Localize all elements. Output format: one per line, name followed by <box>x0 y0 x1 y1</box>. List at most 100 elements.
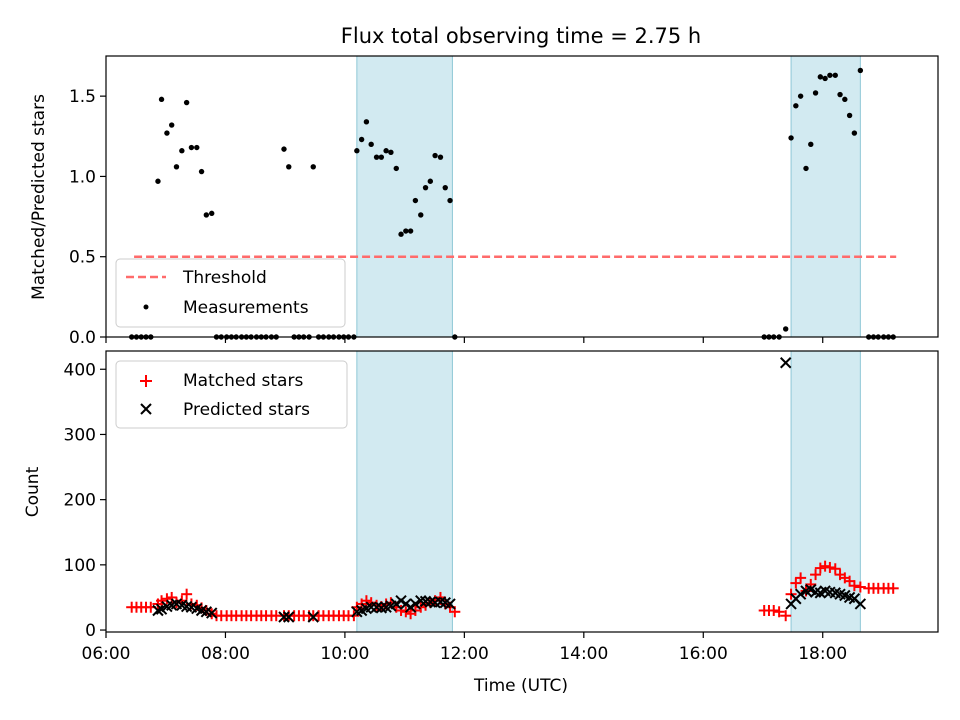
bottom-x-ticks: 06:00 08:00 10:00 12:00 14:00 16:00 18:00 <box>82 632 847 664</box>
predicted-star-b <box>180 600 193 613</box>
measurement-point <box>281 146 287 152</box>
predicted-star-b <box>191 602 203 615</box>
measurement-point <box>286 164 292 170</box>
predicted-star-b <box>170 598 183 610</box>
predicted-star-point <box>206 607 218 619</box>
x-tick-label: 06:00 <box>82 644 131 664</box>
measurement-point <box>797 93 804 99</box>
top-legend: Threshold Measurements <box>115 258 346 328</box>
measurement-point <box>427 178 434 184</box>
predicted-star-b <box>307 611 319 623</box>
predicted-star-b <box>794 588 807 600</box>
predicted-star-point <box>409 598 422 610</box>
measurement-point <box>398 231 404 237</box>
bottom-legend: Matched stars Predicted stars <box>115 360 348 429</box>
matched-star-point <box>829 563 841 575</box>
y-tick-label: 1.5 <box>69 87 96 107</box>
measurement-point <box>832 72 838 78</box>
measurement-point <box>188 144 195 151</box>
predicted-star-b <box>185 601 198 613</box>
matched-star-point <box>161 593 173 605</box>
matched-star-point <box>790 577 802 589</box>
predicted-star-b <box>829 587 841 599</box>
top-panel: 0.0 0.5 1.0 1.5 Matched/Predicted stars Thr… <box>29 55 939 348</box>
matched-star-point <box>824 561 836 573</box>
predicted-star-b <box>839 589 851 602</box>
measurement-point <box>857 67 864 74</box>
measurement-point <box>782 326 789 332</box>
measurement-point <box>846 112 853 119</box>
measurement-point <box>168 122 175 128</box>
bottom-axes-frame <box>105 350 939 633</box>
x-tick-label: 12:00 <box>440 644 489 664</box>
matched-star-point <box>773 606 785 618</box>
y-tick-label: 1.0 <box>69 167 96 187</box>
measurement-point <box>358 136 365 143</box>
y-tick-label: 300 <box>64 425 96 445</box>
measurement-point <box>373 154 380 160</box>
predicted-star-b <box>819 585 831 597</box>
y-tick-label: 400 <box>64 360 96 380</box>
predicted-star-point <box>794 588 807 600</box>
matched-star-point <box>887 582 899 594</box>
measurement-point <box>198 168 205 175</box>
measurement-point <box>803 165 809 172</box>
measurement-point <box>383 148 389 154</box>
measurement-point <box>788 135 794 141</box>
predicted-star-point <box>307 611 319 623</box>
predicted-star-point <box>283 611 295 623</box>
measurement-point <box>403 228 409 234</box>
measurement-point <box>393 165 399 172</box>
predicted-stars-series <box>152 357 867 623</box>
x-tick-label: 08:00 <box>201 644 250 664</box>
matched-star-point <box>768 604 780 616</box>
matched-star-point <box>156 595 168 607</box>
predicted-star-b <box>206 607 218 619</box>
measurement-point <box>179 148 185 154</box>
predicted-star-b <box>444 598 456 610</box>
measurement-point <box>812 90 819 96</box>
predicted-star-point <box>779 357 792 369</box>
x-tick-label: 16:00 <box>679 644 728 664</box>
predicted-star-b <box>834 588 846 600</box>
bottom-y-ticks: 0 100 200 300 400 <box>64 360 106 641</box>
matched-star-point <box>181 588 193 600</box>
measurement-point <box>837 91 843 98</box>
top-y-ticks: 0.0 0.5 1.0 1.5 <box>69 87 106 348</box>
threshold-legend-label: Threshold <box>182 268 267 288</box>
bottom-y-axis-label: Count <box>23 466 43 517</box>
measurement-point <box>209 210 215 217</box>
measurement-point <box>418 212 424 218</box>
predicted-star-b <box>400 598 412 610</box>
predicted-star-point <box>278 611 290 623</box>
measurement-point <box>793 103 799 109</box>
predicted-star-point <box>444 598 456 610</box>
predicted-star-b <box>809 586 822 598</box>
predicted-star-b <box>200 606 213 618</box>
predicted-star-b <box>395 594 407 607</box>
measurement-point <box>817 74 824 80</box>
predicted-star-b <box>419 595 432 608</box>
predicted-star-b <box>805 583 817 596</box>
measurements-legend-label: Measurements <box>183 298 309 318</box>
measurement-point <box>842 96 848 103</box>
matched-star-point <box>795 572 807 584</box>
observing-window-band <box>356 350 453 633</box>
measurement-point <box>432 152 438 159</box>
predicted-star-b <box>843 591 856 604</box>
chart-title: Flux total observing time = 2.75 h <box>341 24 701 48</box>
measurement-point <box>412 197 419 204</box>
predicted-legend-swatch <box>140 403 152 415</box>
matched-legend-swatch <box>140 375 152 387</box>
matched-star-point <box>814 562 826 574</box>
predicted-star-b <box>176 599 188 611</box>
matched-star-point <box>819 560 831 572</box>
bottom-panel: 0 100 200 300 400 06:00 08:00 10:00 12:00 14:00 1… <box>23 350 939 696</box>
x-axis-label: Time (UTC) <box>473 676 568 696</box>
observing-window-band <box>356 55 453 338</box>
measurement-point <box>173 164 180 170</box>
predicted-star-point <box>854 598 867 610</box>
predicted-star-b <box>824 586 836 598</box>
measurement-point <box>808 141 814 148</box>
